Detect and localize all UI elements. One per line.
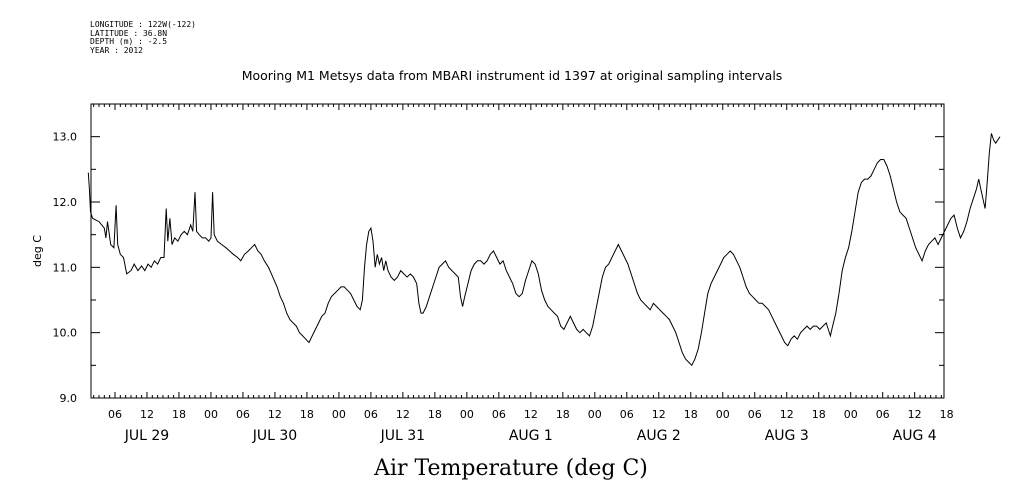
depth-text: DEPTH (m) : -2.5: [90, 37, 168, 47]
x-day-label: JUL 30: [252, 428, 297, 444]
x-tick-label: 12: [780, 408, 794, 421]
x-tick-label: 00: [588, 408, 602, 421]
x-tick-label: 18: [300, 408, 314, 421]
x-tick-label: 12: [652, 408, 666, 421]
x-tick-label: 06: [620, 408, 634, 421]
latitude-text: LATITUDE : 36.8N: [90, 28, 168, 38]
x-tick-label: 06: [748, 408, 762, 421]
x-tick-label: 06: [876, 408, 890, 421]
x-tick-label: 12: [140, 408, 154, 421]
x-day-label: JUL 31: [380, 428, 425, 444]
x-tick-label: 00: [332, 408, 346, 421]
x-day-label: JUL 29: [124, 428, 169, 444]
x-tick-label: 18: [684, 408, 698, 421]
y-tick-label: 12.0: [53, 196, 78, 209]
x-day-label: AUG 3: [765, 428, 809, 444]
x-day-label: AUG 1: [509, 428, 553, 444]
x-tick-label: 18: [812, 408, 826, 421]
x-axis-label: Air Temperature (deg C): [373, 456, 648, 481]
x-tick-label: 18: [428, 408, 442, 421]
x-tick-label: 00: [204, 408, 218, 421]
x-tick-label: 12: [268, 408, 282, 421]
x-tick-label: 00: [844, 408, 858, 421]
axes-group: 06 12 18 00 06 12 18 00 06 12 18 00 06 12 18 00 06 12 18 00…: [53, 103, 954, 444]
x-tick-label: 18: [172, 408, 186, 421]
year-text: YEAR : 2012: [90, 45, 143, 55]
x-tick-label: 18: [940, 408, 954, 421]
x-tick-label: 12: [908, 408, 922, 421]
x-tick-label: 06: [108, 408, 122, 421]
y-tick-label: 10.0: [53, 327, 78, 340]
x-tick-label: 12: [396, 408, 410, 421]
x-tick-label: 12: [524, 408, 538, 421]
y-tick-label: 11.0: [53, 261, 78, 274]
x-tick-label: 06: [492, 408, 506, 421]
plot-frame: [90, 103, 945, 399]
metadata-block: LONGITUDE : 122W(-122) LATITUDE : 36.8N …: [90, 20, 196, 55]
x-tick-label: 18: [556, 408, 570, 421]
x-day-label: AUG 2: [637, 428, 681, 444]
y-tick-label: 13.0: [53, 131, 78, 144]
x-tick-label: 00: [716, 408, 730, 421]
y-tick-label: 9.0: [60, 392, 78, 405]
x-tick-label: 06: [364, 408, 378, 421]
x-tick-label: 00: [460, 408, 474, 421]
longitude-text: LONGITUDE : 122W(-122): [90, 20, 196, 29]
x-tick-label: 06: [236, 408, 250, 421]
x-day-label: AUG 4: [893, 428, 937, 444]
series-line: [87, 133, 1001, 367]
chart-title: Mooring M1 Metsys data from MBARI instru…: [242, 68, 783, 83]
y-axis-label: deg C: [31, 235, 44, 267]
